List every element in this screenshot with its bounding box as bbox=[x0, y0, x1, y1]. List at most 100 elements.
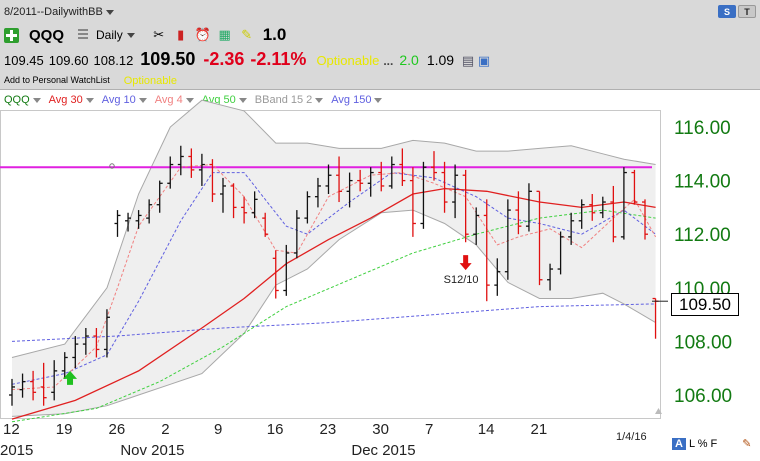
sell-signal-label: S12/10 bbox=[444, 274, 479, 286]
period-chevron-down-icon[interactable] bbox=[126, 32, 135, 38]
ohlc-bar bbox=[462, 169, 469, 243]
add-watchlist-link[interactable]: Add to Personal WatchList bbox=[4, 75, 110, 85]
chevron-down-icon[interactable] bbox=[105, 9, 114, 15]
alarm-icon[interactable]: ⏰ bbox=[194, 27, 211, 42]
legend-label: BBand 15 2 bbox=[254, 94, 313, 106]
ohlc-bar bbox=[135, 210, 142, 229]
x-tick-label: 26 bbox=[109, 421, 126, 438]
ohlc-bar bbox=[177, 145, 184, 176]
symbol-toolbar: QQQ Daily ✂ ▮ ⏰ ▦ ✎ 1.0 bbox=[4, 24, 286, 46]
list-icon[interactable] bbox=[78, 29, 89, 41]
ohlc-bar bbox=[272, 250, 279, 299]
version-label: 1.0 bbox=[262, 25, 287, 44]
chevron-down-icon[interactable] bbox=[185, 97, 194, 103]
ohlc-bar bbox=[9, 378, 15, 406]
s-badge-icon[interactable]: S bbox=[718, 5, 736, 18]
legend-item[interactable]: Avg 150 bbox=[331, 94, 383, 106]
change-percent: -2.11% bbox=[250, 49, 307, 69]
x-tick-label: 16 bbox=[267, 421, 284, 438]
chevron-down-icon[interactable] bbox=[315, 97, 324, 103]
legend-item[interactable]: Avg 10 bbox=[102, 94, 147, 106]
y-tick-label: 106.00 bbox=[674, 386, 732, 407]
buy-arrow-icon bbox=[63, 370, 78, 385]
y-tick-label: 108.00 bbox=[674, 332, 732, 353]
lpf-buttons[interactable]: L % F bbox=[688, 437, 718, 450]
t-badge-icon[interactable]: T bbox=[738, 5, 756, 18]
ohlc-bar bbox=[241, 196, 248, 224]
chart-title[interactable]: 8/2011--DailywithBB bbox=[4, 6, 103, 18]
ohlc-bar bbox=[19, 373, 26, 398]
ohlc-bar bbox=[346, 172, 353, 208]
chevron-down-icon[interactable] bbox=[85, 97, 94, 103]
ohlc-bar bbox=[388, 156, 395, 189]
legend-item[interactable]: Avg 4 bbox=[155, 94, 194, 106]
ohlc-bar bbox=[30, 370, 37, 401]
chart-title-row[interactable]: 8/2011--DailywithBB bbox=[4, 3, 114, 21]
y-tick-label: 112.00 bbox=[674, 225, 731, 246]
pencil-icon[interactable]: ✎ bbox=[742, 438, 752, 450]
ohlc-bar bbox=[642, 199, 648, 240]
period-select[interactable]: Daily bbox=[96, 28, 123, 42]
legend-item[interactable]: QQQ bbox=[4, 94, 41, 106]
ohlc-bar bbox=[610, 185, 617, 243]
ohlc-bar bbox=[114, 210, 121, 237]
bars-icon[interactable]: ▮ bbox=[177, 27, 185, 42]
tools-icon[interactable]: ✂ bbox=[153, 27, 165, 42]
bollinger-upper-line bbox=[11, 99, 656, 358]
chevron-down-icon[interactable] bbox=[32, 97, 41, 103]
ohlc-bar bbox=[61, 352, 68, 379]
ohlc-bar bbox=[399, 148, 406, 186]
marker-circle bbox=[109, 163, 115, 169]
ohlc-bar bbox=[620, 167, 627, 240]
chevron-down-icon[interactable] bbox=[374, 97, 383, 103]
legend-item[interactable]: Avg 30 bbox=[49, 94, 94, 106]
ohlc-bar bbox=[578, 199, 585, 229]
ohlc-bar bbox=[93, 328, 100, 358]
chart-header: 8/2011--DailywithBB S T QQQ Daily ✂ ▮ ⏰ … bbox=[0, 0, 760, 90]
ohlc-bar bbox=[515, 191, 522, 235]
legend-label: Avg 150 bbox=[331, 94, 372, 106]
ohlc-bar bbox=[473, 207, 480, 245]
note-icon[interactable]: ✎ bbox=[241, 27, 253, 42]
ohlc-bar bbox=[483, 199, 490, 302]
ohlc-bar bbox=[568, 212, 575, 245]
avg50-line bbox=[11, 209, 656, 423]
current-date: 1/4/16 bbox=[616, 431, 647, 443]
ohlc-bar bbox=[357, 169, 364, 192]
symbol-label[interactable]: QQQ bbox=[29, 26, 65, 44]
ohlc-bar bbox=[167, 156, 174, 189]
x-month-label: Nov 2015 bbox=[120, 442, 184, 459]
ohlc-bar bbox=[304, 191, 311, 224]
a-button[interactable]: A bbox=[672, 437, 686, 450]
indicator-legend: QQQ Avg 30 Avg 10 Avg 4 Avg 50 BBand 15 2 Avg … bbox=[0, 91, 760, 109]
plus-icon[interactable] bbox=[4, 27, 19, 43]
ohlc-bar bbox=[230, 183, 237, 219]
ohlc-bar bbox=[51, 360, 58, 401]
x-tick-label: 21 bbox=[531, 421, 548, 438]
x-tick-label: 23 bbox=[320, 421, 337, 438]
low-value: 108.12 bbox=[93, 53, 134, 68]
ohlc-bar bbox=[103, 309, 110, 358]
chevron-down-icon[interactable] bbox=[238, 97, 247, 103]
x-tick-label: 2 bbox=[161, 421, 169, 438]
ohlc-bar bbox=[188, 148, 195, 178]
save-icon[interactable]: ▣ bbox=[477, 53, 491, 68]
ohlc-bar bbox=[631, 169, 638, 205]
y-tick-label: 114.00 bbox=[674, 172, 731, 193]
change-value: -2.36 bbox=[203, 49, 245, 69]
database-icon[interactable]: ▤ bbox=[461, 53, 475, 68]
calendar-icon[interactable]: ▦ bbox=[218, 27, 231, 42]
ohlc-bar bbox=[251, 191, 258, 219]
scroll-up-icon bbox=[655, 408, 662, 414]
legend-label: Avg 30 bbox=[48, 94, 83, 106]
chevron-down-icon[interactable] bbox=[138, 97, 147, 103]
ohlc-bar bbox=[557, 231, 564, 275]
ohlc-bar bbox=[494, 258, 501, 296]
legend-item[interactable]: BBand 15 2 bbox=[255, 94, 324, 106]
ohlc-bar bbox=[72, 336, 79, 369]
ohlc-bar bbox=[283, 244, 290, 296]
ohlc-bar bbox=[198, 153, 205, 186]
optionable-label: Optionable bbox=[316, 53, 380, 68]
more-dots[interactable]: ... bbox=[383, 54, 394, 68]
